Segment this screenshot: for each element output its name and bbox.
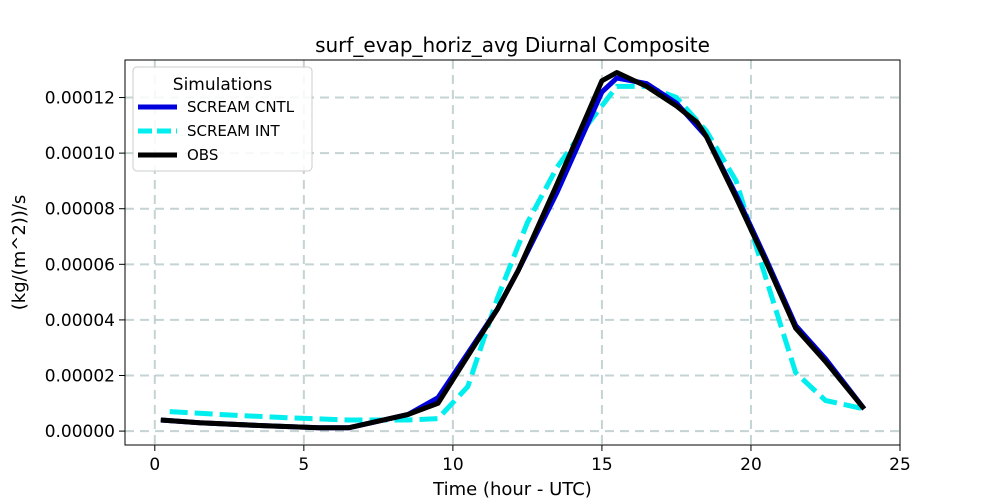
x-tick-label: 15 [591, 455, 613, 475]
legend-label-obs: OBS [187, 146, 218, 164]
x-tick-label: 20 [740, 455, 762, 475]
y-tick-label: 0.00012 [45, 89, 115, 109]
x-tick-label: 25 [889, 455, 911, 475]
y-tick-label: 0.00006 [45, 255, 115, 275]
chart-title: surf_evap_horiz_avg Diurnal Composite [315, 33, 710, 57]
y-tick-label: 0.00004 [45, 311, 115, 331]
series-group [160, 70, 867, 431]
y-tick-label: 0.00002 [45, 367, 115, 387]
x-tick-label: 0 [149, 455, 160, 475]
series-line-obs [160, 70, 867, 431]
legend: Simulations SCREAM CNTL SCREAM INT OBS [132, 66, 313, 172]
plot-area-frame [124, 59, 901, 446]
legend-title: Simulations [173, 75, 273, 95]
x-tick-label: 5 [298, 455, 309, 475]
y-tick-label: 0.00010 [45, 144, 115, 164]
legend-box [132, 66, 313, 172]
x-axis-label: Time (hour - UTC) [432, 479, 592, 500]
y-tick-label: 0.00000 [45, 422, 115, 442]
legend-label-scream-int: SCREAM INT [187, 122, 281, 140]
axis-ticks: 0 5 10 15 20 25 0.00000 0.00002 0.00004 0.00006 0.… [45, 89, 911, 475]
x-tick-label: 10 [442, 455, 464, 475]
legend-label-scream-cntl: SCREAM CNTL [187, 98, 295, 116]
y-axis-label: (kg/(m^2))/s [9, 195, 30, 311]
legend-items: SCREAM CNTL SCREAM INT OBS [138, 98, 295, 164]
y-tick-label: 0.00008 [45, 200, 115, 220]
